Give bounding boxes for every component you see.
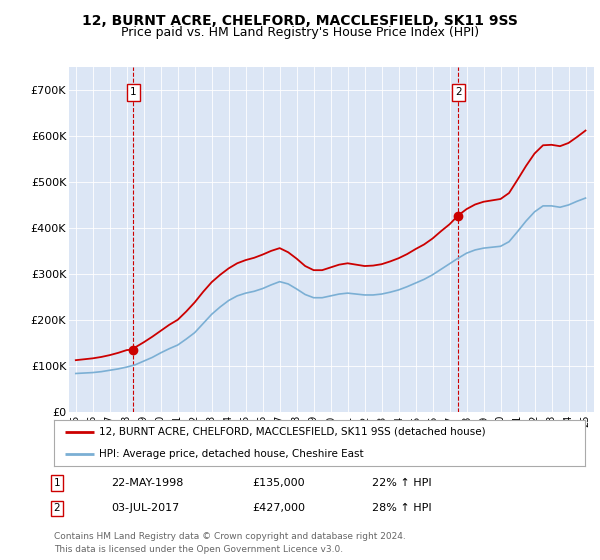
Text: 22-MAY-1998: 22-MAY-1998 [111,478,184,488]
Text: Price paid vs. HM Land Registry's House Price Index (HPI): Price paid vs. HM Land Registry's House … [121,26,479,39]
Text: HPI: Average price, detached house, Cheshire East: HPI: Average price, detached house, Ches… [99,449,364,459]
Text: 03-JUL-2017: 03-JUL-2017 [111,503,179,514]
Text: 2: 2 [455,87,461,97]
Text: 22% ↑ HPI: 22% ↑ HPI [372,478,431,488]
Text: 2: 2 [53,503,61,514]
Text: £427,000: £427,000 [252,503,305,514]
Text: Contains HM Land Registry data © Crown copyright and database right 2024.
This d: Contains HM Land Registry data © Crown c… [54,533,406,554]
Text: 28% ↑ HPI: 28% ↑ HPI [372,503,431,514]
Text: 1: 1 [130,87,137,97]
Text: 12, BURNT ACRE, CHELFORD, MACCLESFIELD, SK11 9SS (detached house): 12, BURNT ACRE, CHELFORD, MACCLESFIELD, … [99,427,486,437]
Text: 12, BURNT ACRE, CHELFORD, MACCLESFIELD, SK11 9SS: 12, BURNT ACRE, CHELFORD, MACCLESFIELD, … [82,14,518,28]
Text: 1: 1 [53,478,61,488]
Text: £135,000: £135,000 [252,478,305,488]
